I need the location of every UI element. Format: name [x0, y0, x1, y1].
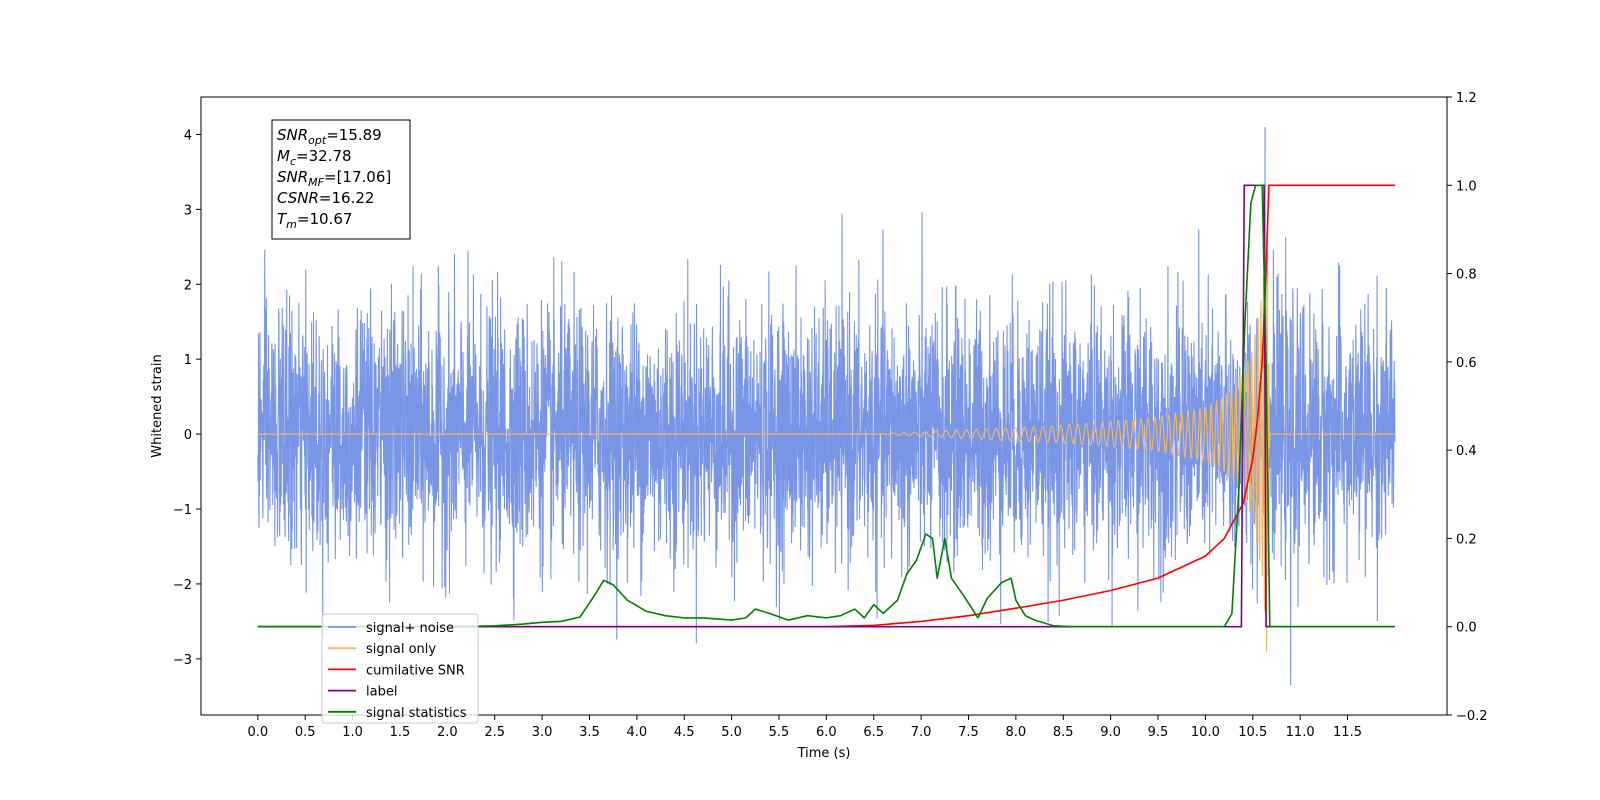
y-tick-label: −1	[173, 503, 192, 518]
x-tick-label: 5.5	[769, 725, 790, 740]
legend-frame	[321, 613, 479, 724]
x-tick-label: 10.0	[1191, 725, 1220, 740]
y-tick-label: 3	[184, 203, 192, 218]
y2-tick-label: 1.2	[1456, 91, 1477, 106]
y2-tick-label: 0.2	[1456, 532, 1477, 547]
series-group	[257, 126, 1396, 686]
legend-entry: signal+ noise	[366, 621, 454, 636]
legend: signal+ noise signal only cumilative SNR la…	[321, 613, 479, 724]
y-tick-label: 0	[184, 428, 192, 443]
series-signal-only	[257, 232, 1395, 653]
y2-tick-label: 0.4	[1456, 444, 1477, 459]
stats-annotation-box: SNRopt=15.89Mc=32.78SNRMF=[17.06]CSNR=16…	[271, 119, 411, 240]
annotation-line: SNRopt=15.89	[277, 126, 382, 147]
annotation-line: CSNR=16.22	[277, 189, 374, 207]
x-axis-label: Time (s)	[797, 746, 851, 761]
y-tick-label: 4	[184, 128, 192, 143]
y2-tick-label: −0.2	[1456, 709, 1488, 724]
x-tick-label: 6.5	[863, 725, 884, 740]
x-tick-label: 7.0	[911, 725, 932, 740]
series-cumilative-snr	[257, 184, 1395, 628]
x-tick-label: 11.0	[1286, 725, 1315, 740]
y2-tick-label: 1.0	[1456, 179, 1477, 194]
annotation-line: SNRMF=[17.06]	[277, 168, 391, 189]
x-tick-label: 8.5	[1053, 725, 1074, 740]
legend-entry: signal only	[366, 642, 436, 657]
legend-entry: signal statistics	[366, 706, 467, 721]
y-tick-label: −3	[173, 653, 192, 668]
x-tick-label: 1.0	[342, 725, 363, 740]
x-tick-label: 0.0	[248, 725, 269, 740]
y-axis-right: −0.2 0.0 0.2 0.4 0.6 0.8 1.0 1.2	[1447, 91, 1488, 724]
y-tick-label: 2	[184, 278, 192, 293]
x-tick-label: 3.0	[532, 725, 553, 740]
plot-area-frame	[200, 96, 1448, 716]
x-tick-label: 3.5	[579, 725, 600, 740]
series-signal-statistics	[257, 184, 1395, 628]
x-axis: 0.0 0.5 1.0 1.5 2.0 2.5 3.0 3.5 4.0 4.5 5.0 5.5 6.0 6…	[248, 715, 1362, 740]
legend-entry: label	[366, 685, 397, 700]
series-signal-noise	[257, 126, 1396, 686]
x-tick-label: 2.5	[484, 725, 505, 740]
annotation-line: Mc=32.78	[277, 147, 352, 168]
annotation-box-frame	[271, 119, 411, 240]
x-tick-label: 4.5	[674, 725, 695, 740]
legend-entry: cumilative SNR	[366, 663, 465, 678]
x-tick-label: 6.0	[816, 725, 837, 740]
x-tick-label: 7.5	[958, 725, 979, 740]
y-axis-label: Whitened strain	[150, 354, 165, 457]
x-tick-label: 9.0	[1100, 725, 1121, 740]
y2-tick-label: 0.6	[1456, 356, 1477, 371]
x-tick-label: 10.5	[1238, 725, 1267, 740]
x-tick-label: 9.5	[1148, 725, 1169, 740]
annotation-line: Tm=10.67	[277, 210, 352, 231]
x-tick-label: 8.0	[1006, 725, 1027, 740]
x-tick-label: 4.0	[627, 725, 648, 740]
x-tick-label: 0.5	[295, 725, 316, 740]
y-tick-label: 1	[184, 353, 192, 368]
x-tick-label: 5.0	[721, 725, 742, 740]
y2-tick-label: 0.8	[1456, 268, 1477, 283]
y-tick-label: −2	[173, 578, 192, 593]
y2-tick-label: 0.0	[1456, 621, 1477, 636]
x-tick-label: 2.0	[437, 725, 458, 740]
x-tick-label: 1.5	[390, 725, 411, 740]
x-tick-label: 11.5	[1333, 725, 1362, 740]
y-axis-left: −3 −2 −1 0 1 2 3 4	[173, 128, 201, 668]
